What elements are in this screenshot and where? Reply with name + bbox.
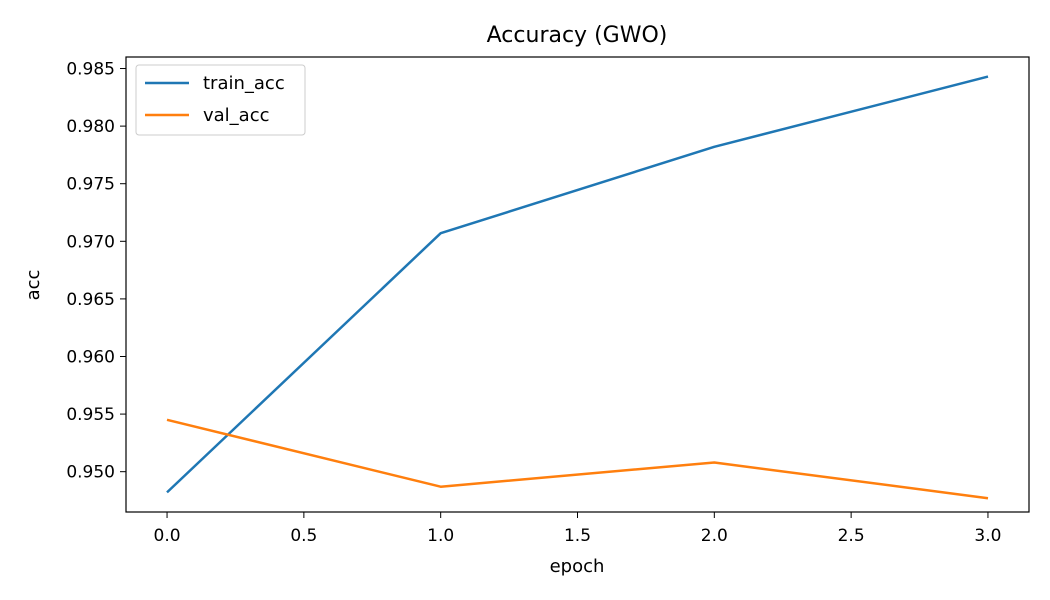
legend: train_acc val_acc bbox=[135, 64, 306, 136]
series-line-train-acc bbox=[166, 75, 989, 494]
ticks-layer: 0.0 0.5 1.0 1.5 2.0 2.5 3.0 0.950 0.955 0.960 0.96… bbox=[66, 60, 1001, 546]
y-tick-label: 0.960 bbox=[66, 347, 115, 367]
y-tick-label: 0.970 bbox=[66, 232, 115, 252]
x-axis-label: epoch bbox=[550, 556, 605, 577]
y-tick-label: 0.985 bbox=[66, 60, 115, 80]
plot-frame bbox=[125, 56, 1030, 513]
x-tick-label: 2.5 bbox=[838, 526, 865, 546]
y-axis-label: acc bbox=[23, 270, 44, 301]
x-tick-label: 1.5 bbox=[564, 526, 591, 546]
y-tick-label: 0.975 bbox=[66, 175, 115, 195]
x-tick-label: 1.0 bbox=[427, 526, 454, 546]
series-layer bbox=[166, 75, 989, 500]
x-tick-label: 0.0 bbox=[154, 526, 181, 546]
chart-title: Accuracy (GWO) bbox=[487, 23, 668, 48]
x-tick-label: 3.0 bbox=[974, 526, 1001, 546]
x-tick-label: 2.0 bbox=[701, 526, 728, 546]
x-tick-label: 0.5 bbox=[290, 526, 317, 546]
y-tick-label: 0.955 bbox=[66, 405, 115, 425]
series-line-val-acc bbox=[166, 418, 989, 500]
y-tick-label: 0.950 bbox=[66, 463, 115, 483]
legend-label-val-acc: val_acc bbox=[203, 105, 270, 126]
y-tick-label: 0.965 bbox=[66, 290, 115, 310]
legend-label-train-acc: train_acc bbox=[203, 73, 285, 94]
y-tick-label: 0.980 bbox=[66, 117, 115, 137]
